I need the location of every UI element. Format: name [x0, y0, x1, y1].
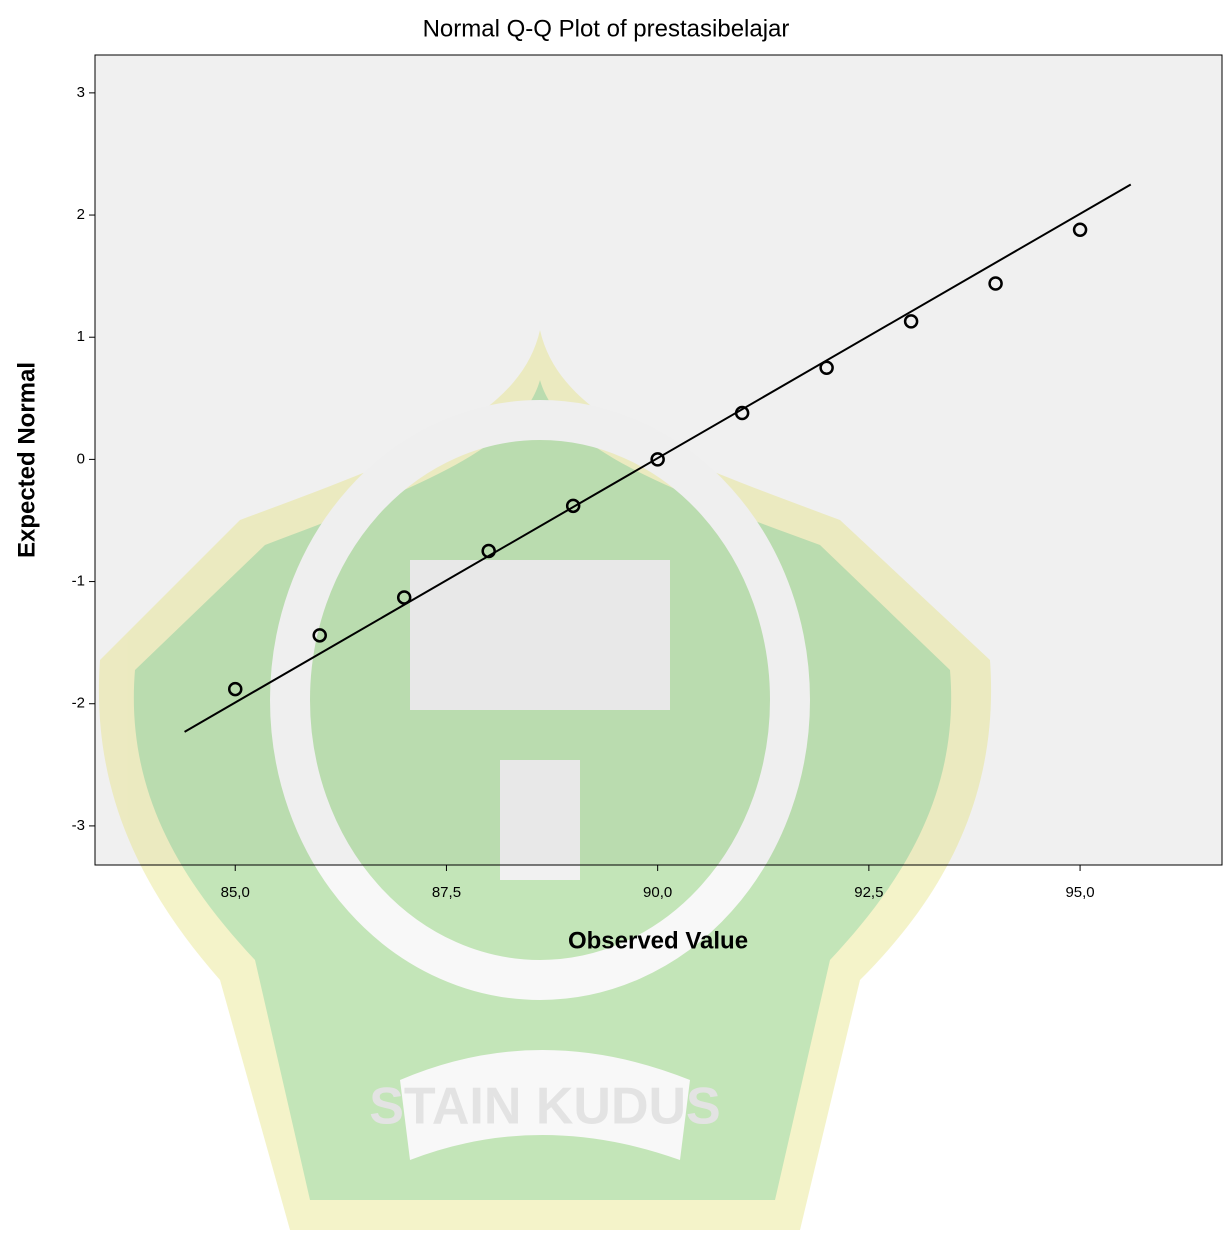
y-axis-label: Expected Normal [13, 362, 40, 558]
y-tick-label: 3 [77, 84, 85, 101]
x-tick-label: 85,0 [221, 884, 250, 901]
y-tick-label: -2 [72, 695, 85, 712]
x-axis-label: Observed Value [568, 927, 748, 954]
logo-book [410, 560, 670, 710]
y-tick-label: 0 [77, 450, 85, 467]
y-tick-label: 1 [77, 328, 85, 345]
x-tick-label: 95,0 [1065, 884, 1094, 901]
y-tick-label: -3 [72, 817, 85, 834]
y-tick-label: 2 [77, 206, 85, 223]
chart: STAIN KUDUS Normal Q-Q Plot of prestasib… [0, 0, 1228, 1260]
chart-title: Normal Q-Q Plot of prestasibelajar [423, 15, 790, 42]
watermark-text: STAIN KUDUS [369, 1078, 720, 1136]
y-tick-label: -1 [72, 573, 85, 590]
x-tick-label: 87,5 [432, 884, 461, 901]
x-tick-label: 90,0 [643, 884, 672, 901]
logo-tower [500, 760, 580, 880]
x-tick-label: 92,5 [854, 884, 883, 901]
